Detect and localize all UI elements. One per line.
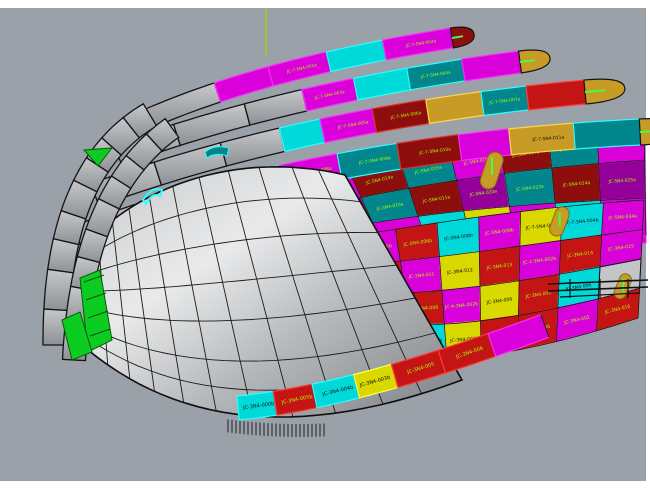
band-end-cap[interactable] bbox=[583, 78, 626, 105]
hull-grid-line bbox=[291, 167, 384, 405]
panel[interactable] bbox=[441, 285, 482, 325]
highlight-line bbox=[85, 292, 107, 301]
grid-line bbox=[478, 216, 482, 356]
highlight-line bbox=[83, 274, 105, 283]
panel[interactable] bbox=[503, 167, 556, 208]
panel[interactable] bbox=[478, 211, 522, 253]
highlight-mark bbox=[639, 130, 650, 133]
hull-grid-line bbox=[87, 297, 416, 322]
hull-grid-line bbox=[172, 186, 217, 412]
scaffold-line bbox=[547, 286, 649, 292]
highlight-line bbox=[89, 328, 111, 337]
grid-line bbox=[436, 222, 448, 358]
panel[interactable] bbox=[572, 118, 642, 150]
hull-grid-line bbox=[111, 220, 131, 379]
hull-grid-line bbox=[317, 169, 423, 394]
construction-lines bbox=[227, 8, 649, 437]
panel-edge bbox=[540, 314, 550, 338]
hull-grid-line bbox=[128, 208, 155, 392]
panel[interactable] bbox=[508, 122, 576, 156]
grid-line bbox=[353, 199, 645, 237]
panel[interactable] bbox=[478, 245, 521, 287]
hull-grid-line bbox=[86, 197, 361, 259]
hull-surface[interactable] bbox=[85, 165, 464, 418]
highlight-line bbox=[87, 310, 109, 319]
hull-surface-fill[interactable] bbox=[85, 165, 464, 418]
selected-face-highlight bbox=[82, 147, 114, 167]
highlight-mark bbox=[584, 89, 605, 93]
panel[interactable] bbox=[551, 162, 602, 204]
hull-grid-line bbox=[86, 231, 378, 275]
selected-face-highlight bbox=[61, 311, 93, 361]
highlight-mark bbox=[451, 35, 464, 39]
panel[interactable] bbox=[598, 159, 646, 201]
hull-grid-line bbox=[258, 167, 336, 414]
panel[interactable] bbox=[457, 128, 513, 162]
highlight-mark bbox=[558, 212, 561, 227]
edge-highlight bbox=[204, 146, 230, 159]
hull-grid-line bbox=[227, 170, 294, 417]
hull-grid-line bbox=[148, 196, 185, 403]
panel[interactable] bbox=[480, 85, 530, 117]
grid-line bbox=[596, 202, 604, 331]
highlight-mark bbox=[490, 156, 493, 175]
panel[interactable] bbox=[436, 216, 480, 258]
edge-highlight bbox=[141, 188, 164, 206]
hull-grid-line bbox=[87, 325, 436, 362]
grid-line bbox=[361, 229, 643, 266]
band-end-cap[interactable] bbox=[449, 26, 475, 49]
band-end-cap[interactable] bbox=[517, 49, 551, 74]
panel[interactable] bbox=[479, 280, 520, 322]
panel[interactable] bbox=[236, 390, 278, 421]
hull-grid-line bbox=[86, 264, 397, 292]
grid-line bbox=[637, 199, 645, 319]
scaffold-line bbox=[547, 279, 649, 285]
panel[interactable] bbox=[438, 251, 481, 291]
highlight-mark bbox=[519, 59, 536, 63]
panel-edge bbox=[62, 358, 86, 362]
hull-grid-line bbox=[198, 177, 253, 416]
